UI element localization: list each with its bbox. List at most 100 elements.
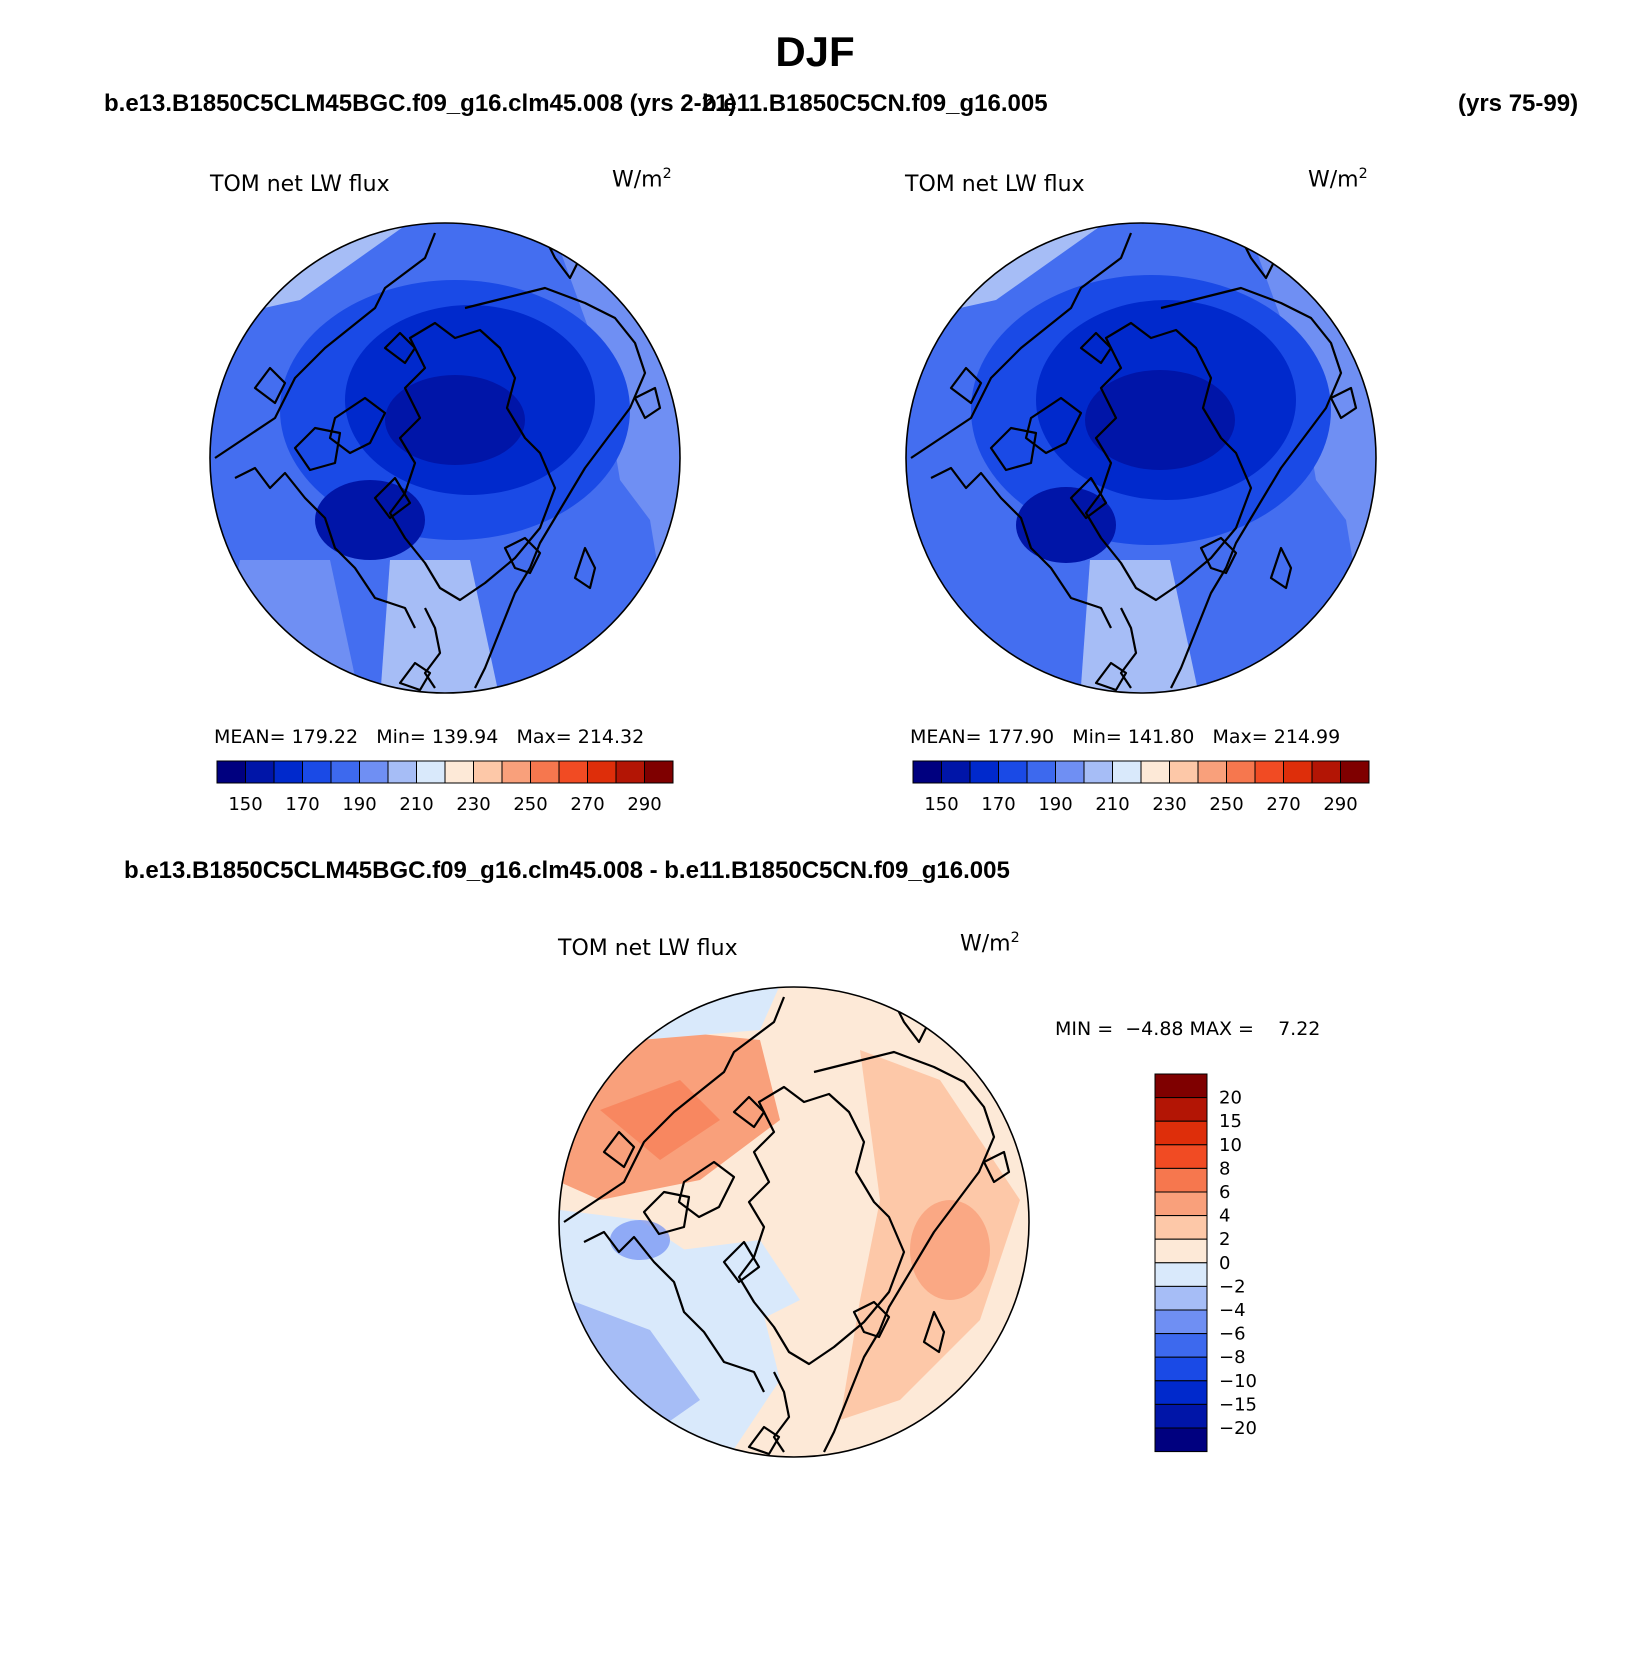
cb1-tick-label: 290 bbox=[627, 794, 661, 815]
colorbar-panel2: 150 170 190 210 230 250 270 290 bbox=[912, 760, 1370, 815]
cb2-tick-label: 230 bbox=[1152, 794, 1186, 815]
panel1-variable-label: TOM net LW flux bbox=[210, 172, 390, 197]
cb3-swatch bbox=[1154, 1144, 1208, 1169]
cb3-swatch bbox=[1154, 1285, 1208, 1311]
cb2-swatch bbox=[998, 760, 1028, 784]
cb3-swatch bbox=[1154, 1403, 1208, 1429]
cb1-swatch bbox=[501, 760, 531, 784]
cb2-swatch bbox=[1197, 760, 1227, 784]
panel3-variable-label: TOM net LW flux bbox=[558, 936, 738, 961]
cb1-swatch bbox=[273, 760, 303, 784]
cb1-swatch bbox=[302, 760, 332, 784]
cb1-swatch bbox=[416, 760, 446, 784]
panel3-minmax: MIN = −4.88 MAX = 7.22 bbox=[1055, 1018, 1321, 1040]
panel2-variable-label: TOM net LW flux bbox=[905, 172, 1085, 197]
cb3-tick-label: 15 bbox=[1219, 1111, 1242, 1132]
cb3-tick-label: 6 bbox=[1219, 1182, 1230, 1203]
cb3-tick-label: 20 bbox=[1219, 1088, 1242, 1109]
cb1-tick-label: 230 bbox=[456, 794, 490, 815]
cb1-tick-label: 250 bbox=[513, 794, 547, 815]
cb2-swatch bbox=[1083, 760, 1113, 784]
cb1-swatch bbox=[245, 760, 275, 784]
cb3-swatch bbox=[1154, 1167, 1208, 1193]
cb2-tick-label: 170 bbox=[981, 794, 1015, 815]
cb2-swatch bbox=[1112, 760, 1142, 784]
cb2-swatch bbox=[912, 760, 942, 784]
cb1-swatch bbox=[473, 760, 503, 784]
panel1-stats: MEAN= 179.22 Min= 139.94 Max= 214.32 bbox=[214, 726, 645, 748]
cb3-tick-label: 0 bbox=[1219, 1253, 1230, 1274]
cb1-swatch bbox=[615, 760, 645, 784]
cb2-swatch bbox=[1140, 760, 1170, 784]
cb1-swatch bbox=[444, 760, 474, 784]
cb1-swatch bbox=[330, 760, 360, 784]
cb1-swatch bbox=[387, 760, 417, 784]
case2-label: b.e11.B1850C5CN.f09_g16.005 bbox=[702, 90, 1048, 117]
cb2-swatch bbox=[1055, 760, 1085, 784]
cb2-swatch bbox=[1026, 760, 1056, 784]
cb2-swatch bbox=[1254, 760, 1284, 784]
cb1-swatch bbox=[530, 760, 560, 784]
cb2-swatch bbox=[1226, 760, 1256, 784]
cb2-tick-label: 150 bbox=[924, 794, 958, 815]
cb1-swatch bbox=[558, 760, 588, 784]
cb1-swatch bbox=[587, 760, 617, 784]
cb1-tick-label: 170 bbox=[285, 794, 319, 815]
cb3-tick-label: 2 bbox=[1219, 1229, 1230, 1250]
cb3-tick-label: −6 bbox=[1219, 1324, 1246, 1345]
panel1-map bbox=[209, 222, 681, 694]
cb2-tick-label: 190 bbox=[1038, 794, 1072, 815]
cb3-tick-label: −15 bbox=[1219, 1394, 1257, 1415]
cb3-swatch bbox=[1154, 1120, 1208, 1146]
cb3-tick-label: 10 bbox=[1219, 1135, 1242, 1156]
cb1-tick-label: 270 bbox=[570, 794, 604, 815]
cb2-swatch bbox=[1283, 760, 1313, 784]
cb3-tick-label: 4 bbox=[1219, 1206, 1230, 1227]
cb3-swatch bbox=[1154, 1191, 1208, 1217]
panel1-units: W/m2 bbox=[612, 166, 672, 193]
cb2-tick-label: 270 bbox=[1266, 794, 1300, 815]
case1-label: b.e13.B1850C5CLM45BGC.f09_g16.clm45.008 … bbox=[104, 90, 737, 117]
case2-years: (yrs 75-99) bbox=[1458, 90, 1579, 117]
cb2-swatch bbox=[969, 760, 999, 784]
cb2-swatch bbox=[941, 760, 971, 784]
cb1-swatch bbox=[216, 760, 246, 784]
cb3-swatch bbox=[1154, 1073, 1208, 1099]
cb3-swatch bbox=[1154, 1238, 1208, 1264]
cb3-tick-label: −4 bbox=[1219, 1300, 1246, 1321]
cb3-swatch bbox=[1154, 1097, 1208, 1122]
cb3-tick-label: −2 bbox=[1219, 1276, 1246, 1297]
cb3-swatch bbox=[1154, 1215, 1208, 1240]
panel2-units: W/m2 bbox=[1308, 166, 1368, 193]
cb1-tick-label: 210 bbox=[399, 794, 433, 815]
panel2-map bbox=[905, 222, 1377, 694]
cb3-tick-label: 8 bbox=[1219, 1158, 1230, 1179]
cb1-tick-label: 190 bbox=[342, 794, 376, 815]
cb3-tick-label: −20 bbox=[1219, 1418, 1257, 1439]
figure-title: DJF bbox=[775, 28, 855, 75]
panel3-map bbox=[558, 986, 1030, 1458]
cb2-swatch bbox=[1340, 760, 1370, 784]
cb2-tick-label: 210 bbox=[1095, 794, 1129, 815]
cb2-tick-label: 250 bbox=[1209, 794, 1243, 815]
cb1-swatch bbox=[644, 760, 674, 784]
cb3-swatch bbox=[1154, 1427, 1208, 1453]
cb2-swatch bbox=[1311, 760, 1341, 784]
cb1-swatch bbox=[359, 760, 389, 784]
cb3-swatch bbox=[1154, 1309, 1208, 1335]
panel2-stats: MEAN= 177.90 Min= 141.80 Max= 214.99 bbox=[910, 726, 1341, 748]
colorbar-panel1: 150 170 190 210 230 250 270 290 bbox=[216, 760, 674, 815]
cb3-tick-label: −10 bbox=[1219, 1371, 1257, 1392]
cb3-swatch bbox=[1154, 1333, 1208, 1358]
cb3-swatch bbox=[1154, 1262, 1208, 1287]
cb2-swatch bbox=[1169, 760, 1199, 784]
cb1-tick-label: 150 bbox=[228, 794, 262, 815]
cb3-swatch bbox=[1154, 1380, 1208, 1405]
cb2-tick-label: 290 bbox=[1323, 794, 1357, 815]
cb3-tick-label: −8 bbox=[1219, 1347, 1246, 1368]
cb3-swatch bbox=[1154, 1356, 1208, 1382]
difference-title: b.e13.B1850C5CLM45BGC.f09_g16.clm45.008 … bbox=[124, 857, 1010, 884]
panel3-units: W/m2 bbox=[960, 930, 1020, 957]
